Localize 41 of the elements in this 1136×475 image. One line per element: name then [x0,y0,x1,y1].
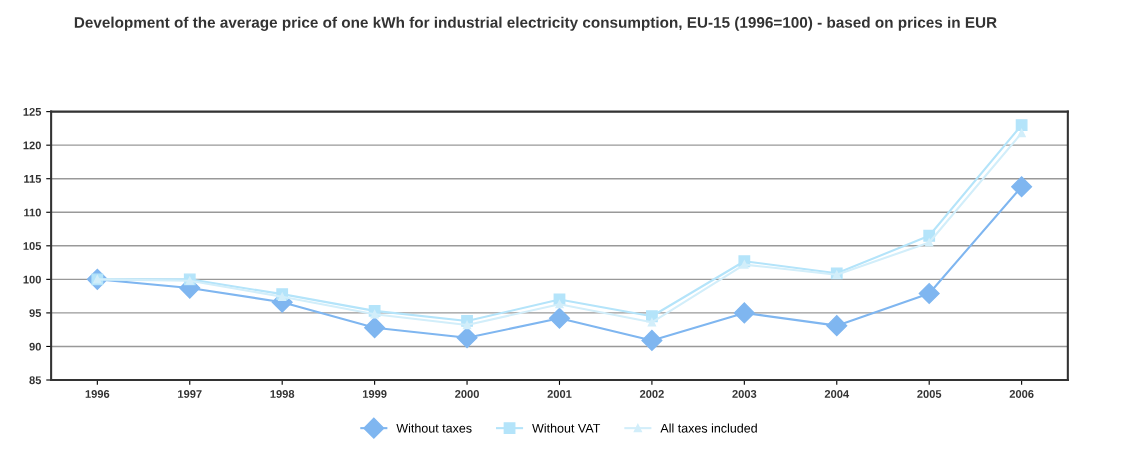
x-tick-label: 2006 [1009,390,1034,398]
point [740,260,749,269]
point [1011,176,1033,198]
point [370,310,379,319]
point [1017,128,1026,138]
y-tick-label: 120 [23,141,41,150]
point [647,318,657,327]
x-tick-label: 2000 [455,390,479,398]
point [548,307,570,329]
x-tick-label: 1997 [178,390,202,398]
x-tick-label: 1996 [85,390,110,398]
point [456,327,478,349]
x-tick-label: 1998 [270,390,295,398]
legend-label: All taxes included [660,423,757,433]
point [1015,119,1028,131]
legend-label: Without taxes [396,423,472,433]
x-tick-label: 2005 [917,390,942,398]
point [733,302,755,324]
y-tick-label: 95 [29,309,42,318]
x-tick-label: 2001 [547,390,572,398]
x-tick-label: 2004 [824,390,850,398]
point [555,300,564,309]
point [826,315,848,337]
y-tick-label: 105 [23,242,42,250]
y-tick-label: 100 [23,275,41,284]
point [364,317,386,339]
y-tick-label: 90 [29,342,41,351]
point [462,320,472,330]
point [925,238,934,247]
x-tick-label: 2002 [639,390,664,398]
legend-label: Without VAT [532,423,601,433]
y-tick-label: 110 [24,208,41,217]
x-tick-label: 2003 [732,390,757,398]
point [641,329,663,351]
point [918,282,940,304]
point [278,292,287,301]
y-tick-label: 115 [24,175,42,183]
chart-title: Development of the average price of one kWh for industrial electricity consumption, EU-15 (1996=100) - based on prices in EUR [74,16,997,31]
y-tick-label: 125 [23,107,42,116]
y-tick-label: 85 [29,376,42,385]
x-tick-label: 1999 [362,390,387,398]
